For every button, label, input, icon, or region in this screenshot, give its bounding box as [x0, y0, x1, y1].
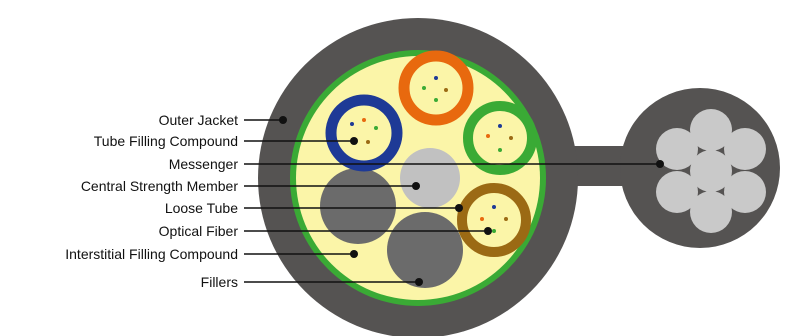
messenger-wire: [724, 171, 766, 213]
label-interstitial-filling-compound: Interstitial Filling Compound: [65, 246, 238, 262]
loose-tube-green: [463, 101, 537, 175]
loose-tube-brown: [457, 183, 531, 257]
label-fillers: Fillers: [201, 274, 238, 290]
filler: [320, 168, 396, 244]
messenger-wire: [690, 109, 732, 151]
messenger-wire: [656, 171, 698, 213]
central-strength-member: [400, 148, 460, 208]
messenger-wire: [724, 128, 766, 170]
label-loose-tube: Loose Tube: [165, 200, 238, 216]
leader-lines: [244, 116, 664, 286]
messenger-wire-bundle: [656, 109, 766, 233]
messenger-wire: [690, 150, 732, 192]
label-outer-jacket: Outer Jacket: [159, 112, 238, 128]
label-optical-fiber: Optical Fiber: [159, 223, 239, 239]
filler: [387, 212, 463, 288]
loose-tube-blue: [325, 94, 403, 172]
label-messenger: Messenger: [169, 156, 239, 172]
loose-tube-orange: [398, 50, 474, 126]
messenger-wire: [690, 191, 732, 233]
messenger-wire: [656, 128, 698, 170]
label-tube-filling-compound: Tube Filling Compound: [94, 133, 238, 149]
label-central-strength-member: Central Strength Member: [81, 178, 239, 194]
